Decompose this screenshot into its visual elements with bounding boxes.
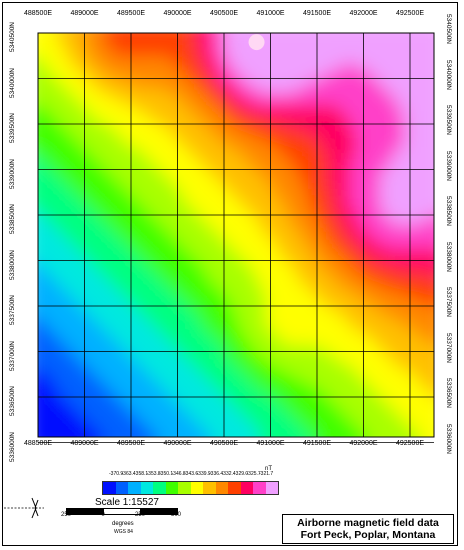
legend-break-label: -339.9 [196,471,211,477]
northing-label-left: 5338500N [9,204,16,234]
northing-label-right: 5338500N [445,196,452,226]
title-line-1: Airborne magnetic field data [297,517,439,529]
northing-label-right: 5339000N [445,150,452,181]
legend-color-bar [102,481,279,495]
scale-units: degrees [112,521,134,527]
scale-tick: 0 [101,512,105,518]
legend-unit: nT [265,466,273,472]
north-arrow-icon [4,497,44,519]
easting-label-top: 488500E [23,10,53,17]
legend-break-label: -329.0 [234,471,249,477]
northing-label-left: 5339000N [9,158,16,189]
northing-label-right: 5337000N [445,332,452,363]
scale-tick: 250 [60,512,72,518]
legend-swatch [103,482,116,494]
easting-label-top: 491000E [256,10,285,17]
easting-label-bottom: 488500E [23,440,53,447]
legend-break-label: -363.4 [121,471,136,477]
northing-label-left: 5337000N [9,340,16,371]
northing-label-right: 5337500N [445,287,452,317]
legend-break-label: -336.4 [209,471,224,477]
legend-swatch [203,482,216,494]
scale-bar [66,508,178,515]
northing-label-right: 5338000N [445,241,452,272]
legend-labels: -370.9 -363.4 -358.1 -353.8 -350.1 -346.8 -343… [102,471,274,477]
easting-label-bottom: 492500E [395,440,425,447]
scale-datum: WGS 84 [114,529,133,535]
northing-label-left: 5336500N [9,386,16,416]
northing-label-right: 5339500N [445,105,452,135]
legend-swatch [165,482,178,494]
legend-break-label: -353.8 [146,471,161,477]
legend-swatch [228,482,241,494]
northing-label-right: 5336000N [445,423,452,454]
scale-tick: 500 [170,512,182,518]
legend-break-label: -321.7 [259,471,274,477]
easting-label-top: 490500E [209,10,239,17]
easting-label-bottom: 491000E [256,440,285,447]
legend-swatch [178,482,191,494]
legend-swatch [153,482,166,494]
northing-label-left: 5337500N [9,295,16,325]
legend-swatch [190,482,203,494]
easting-label-bottom: 489000E [70,440,99,447]
northing-label-left: 5339500N [9,113,16,143]
easting-label-top: 489500E [116,10,146,17]
legend-break-label: -350.1 [159,471,174,477]
legend-swatch [253,482,266,494]
northing-label-right: 5340500N [445,14,452,44]
easting-label-top: 491500E [302,10,332,17]
northing-label-right: 5340000N [445,59,452,90]
legend-break-label: -346.8 [171,471,186,477]
legend-break-label: -370.9 [109,471,124,477]
easting-label-bottom: 491500E [302,440,332,447]
easting-label-top: 492500E [395,10,425,17]
northing-label-left: 5340500N [9,22,16,52]
legend-swatch [215,482,228,494]
legend-break-label: -325.7 [246,471,261,477]
northing-label-left: 5336000N [9,431,16,462]
legend-swatch [140,482,153,494]
map-title-box: Airborne magnetic field data Fort Peck, … [282,514,454,544]
scale-text: Scale 1:15527 [95,497,159,508]
easting-label-bottom: 490000E [163,440,192,447]
northing-label-right: 5336500N [445,378,452,408]
northing-label-left: 5340000N [9,67,16,98]
title-line-2: Fort Peck, Poplar, Montana [300,529,436,541]
map-frame [2,2,458,546]
easting-label-top: 489000E [70,10,99,17]
northing-label-left: 5338000N [9,249,16,280]
legend-swatch [265,482,278,494]
hotspot-marker [248,34,265,51]
legend-swatch [128,482,141,494]
easting-label-top: 490000E [163,10,192,17]
legend-break-label: -332.4 [221,471,236,477]
legend-break-label: -343.6 [184,471,199,477]
legend-break-label: -358.1 [134,471,149,477]
legend-swatch [115,482,128,494]
scale-tick: 250 [134,512,146,518]
legend-swatch [240,482,253,494]
easting-label-bottom: 490500E [209,440,239,447]
easting-label-bottom: 492000E [349,440,378,447]
easting-label-top: 492000E [349,10,378,17]
easting-label-bottom: 489500E [116,440,146,447]
